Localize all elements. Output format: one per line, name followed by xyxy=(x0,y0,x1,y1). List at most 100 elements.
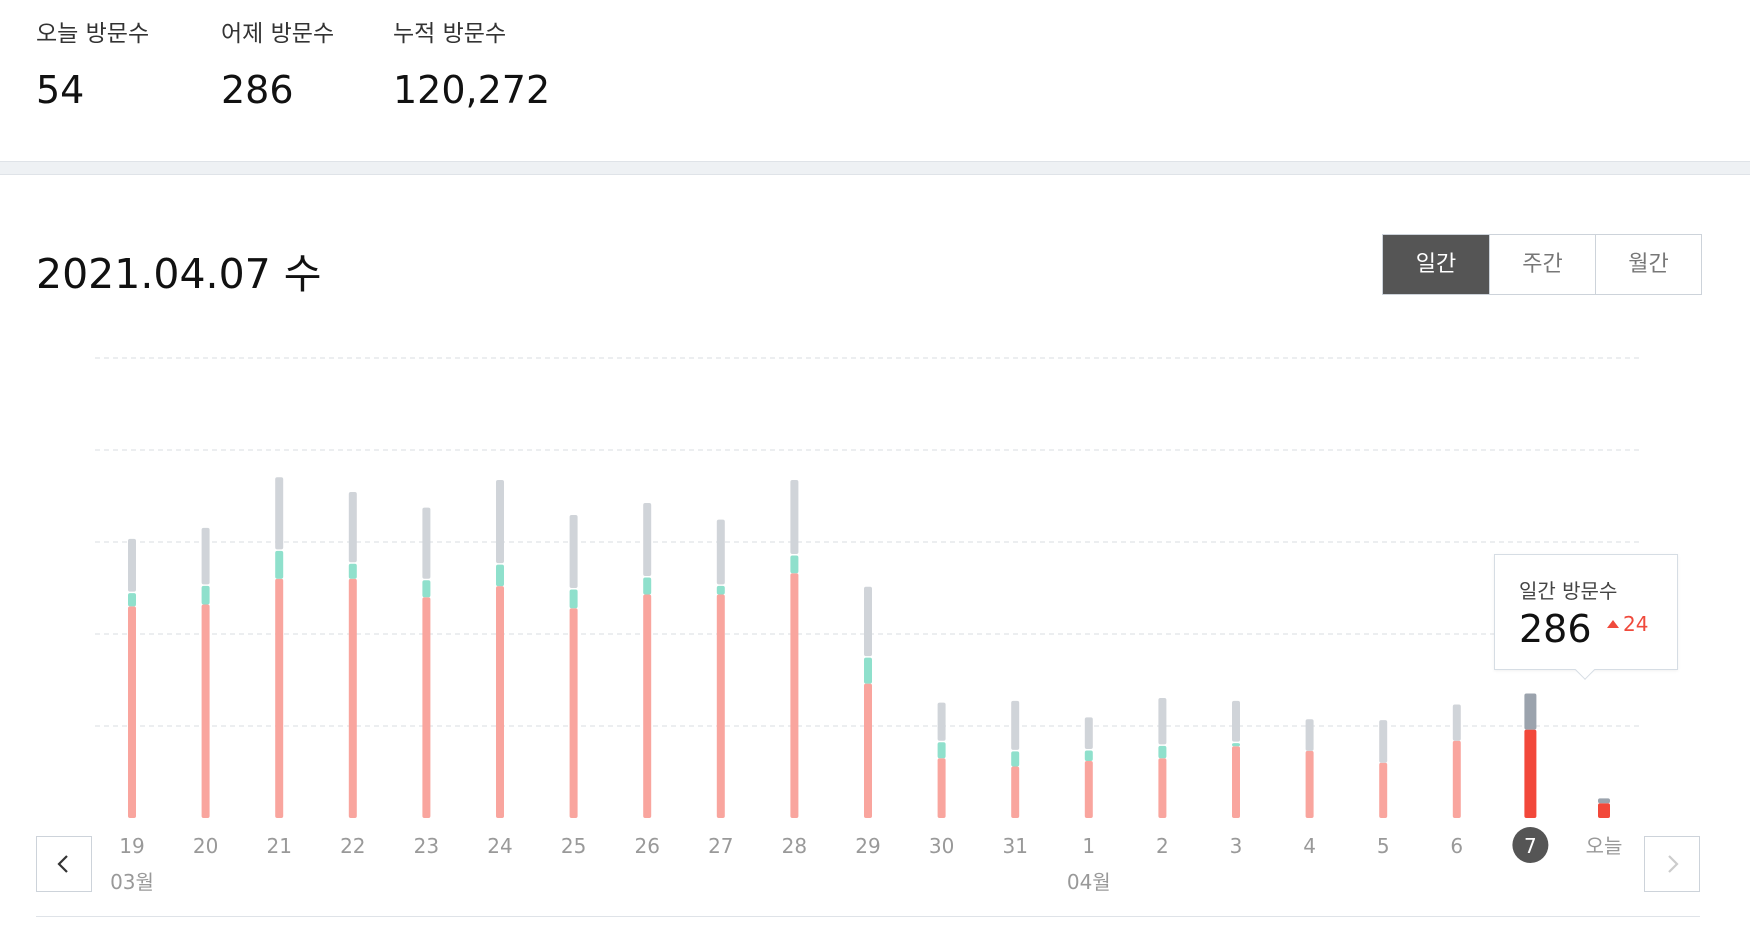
x-tick-label[interactable]: 1 xyxy=(1082,834,1095,858)
bar-segment-red xyxy=(1452,740,1461,818)
bar-segment-red xyxy=(716,594,725,818)
x-tick-label[interactable]: 19 xyxy=(119,834,144,858)
tooltip-label: 일간 방문수 xyxy=(1519,579,1618,603)
bar-segment-gray xyxy=(1598,798,1610,804)
x-tick-label[interactable]: 6 xyxy=(1450,834,1463,858)
bar-segment-teal xyxy=(348,563,357,579)
bar-27[interactable] xyxy=(716,519,725,818)
bar-22[interactable] xyxy=(348,491,357,818)
x-tick-label[interactable]: 4 xyxy=(1303,834,1316,858)
bar-segment-red xyxy=(348,578,357,818)
bar-segment-teal xyxy=(275,550,284,579)
x-tick-label[interactable]: 30 xyxy=(929,834,954,858)
bar-segment-gray xyxy=(275,477,284,550)
bar-29[interactable] xyxy=(864,586,872,818)
today-visits-label: 오늘 방문수 xyxy=(36,21,150,47)
bar-segment-red xyxy=(275,578,284,818)
bar-segment-teal xyxy=(643,577,652,595)
bar-segment-red xyxy=(1158,758,1167,818)
today-visits-stat: 오늘 방문수 54 xyxy=(36,14,171,112)
tab-weekly[interactable]: 주간 xyxy=(1489,235,1595,294)
x-tick-label[interactable]: 20 xyxy=(193,834,218,858)
x-tick-label[interactable]: 24 xyxy=(487,834,512,858)
bar-segment-red xyxy=(1011,766,1020,818)
bar-segment-teal xyxy=(569,589,578,609)
bar-21[interactable] xyxy=(275,477,284,818)
chevron-right-icon xyxy=(1668,855,1679,873)
bar-5[interactable] xyxy=(1379,720,1388,818)
prev-period-button[interactable] xyxy=(36,836,92,892)
x-tick-label[interactable]: 3 xyxy=(1230,834,1243,858)
section-divider xyxy=(0,161,1750,175)
bar-segment-red xyxy=(1084,760,1093,818)
bar-segment-teal xyxy=(937,742,946,759)
bar-segment-gray xyxy=(716,519,725,585)
bar-오늘[interactable] xyxy=(1598,798,1610,818)
bar-segment-gray xyxy=(1084,717,1093,749)
bar-segment-red xyxy=(1598,803,1610,818)
bar-31[interactable] xyxy=(1011,700,1020,818)
bar-segment-gray xyxy=(496,480,504,564)
bar-1[interactable] xyxy=(1084,717,1093,818)
x-tick-label[interactable]: 21 xyxy=(266,834,291,858)
selected-day-marker xyxy=(1512,827,1549,863)
bar-28[interactable] xyxy=(790,480,799,818)
bar-7[interactable] xyxy=(1524,693,1537,818)
total-visits-label: 누적 방문수 xyxy=(393,21,507,47)
x-tick-label[interactable]: 2 xyxy=(1156,834,1169,858)
x-tick-label[interactable]: 25 xyxy=(561,834,586,858)
x-tick-label[interactable]: 31 xyxy=(1002,834,1027,858)
bar-6[interactable] xyxy=(1452,704,1461,819)
bar-segment-red xyxy=(643,594,652,818)
total-visits-stat: 누적 방문수 120,272 xyxy=(393,14,550,112)
bar-segment-gray xyxy=(1158,698,1167,745)
bottom-divider xyxy=(36,916,1700,917)
bar-2[interactable] xyxy=(1158,698,1167,818)
bar-26[interactable] xyxy=(643,503,652,818)
bar-segment-teal xyxy=(1011,751,1020,767)
bar-20[interactable] xyxy=(201,527,210,818)
up-arrow-icon xyxy=(1607,620,1619,628)
x-tick-label[interactable]: 7 xyxy=(1524,834,1537,858)
bar-segment-teal xyxy=(128,593,136,607)
x-tick-label[interactable]: 29 xyxy=(855,834,880,858)
bar-segment-gray xyxy=(1379,720,1388,763)
next-period-button[interactable] xyxy=(1644,836,1700,892)
x-tick-label[interactable]: 오늘 xyxy=(1586,834,1623,858)
tooltip-delta-value: 24 xyxy=(1623,612,1649,636)
bar-segment-gray xyxy=(1524,693,1537,730)
tooltip-delta: 24 xyxy=(1607,612,1648,636)
period-tabs: 일간 주간 월간 xyxy=(1382,234,1702,295)
bar-segment-teal xyxy=(496,564,504,587)
yesterday-visits-value: 286 xyxy=(221,68,294,112)
tab-monthly[interactable]: 월간 xyxy=(1595,235,1701,294)
bar-segment-gray xyxy=(348,491,357,563)
x-tick-label[interactable]: 22 xyxy=(340,834,365,858)
bar-segment-red xyxy=(1524,729,1537,818)
x-tick-label[interactable]: 5 xyxy=(1377,834,1390,858)
bar-23[interactable] xyxy=(422,507,431,818)
chevron-left-icon xyxy=(57,855,68,873)
bar-segment-gray xyxy=(790,480,799,554)
bar-segment-teal xyxy=(790,555,799,574)
bar-24[interactable] xyxy=(496,480,504,818)
bar-segment-red xyxy=(569,608,578,818)
visits-tooltip: 일간 방문수 286 24 xyxy=(1494,554,1678,680)
bar-25[interactable] xyxy=(569,514,578,818)
bar-segment-teal xyxy=(1158,745,1167,759)
bar-4[interactable] xyxy=(1305,719,1314,818)
bar-segment-teal xyxy=(422,580,431,598)
tooltip-value: 286 xyxy=(1519,607,1592,651)
bar-segment-red xyxy=(201,604,210,818)
today-visits-value: 54 xyxy=(36,68,85,112)
bar-segment-gray xyxy=(1305,719,1314,751)
x-tick-label[interactable]: 28 xyxy=(782,834,807,858)
bar-3[interactable] xyxy=(1232,700,1240,818)
x-tick-label[interactable]: 26 xyxy=(634,834,659,858)
bar-19[interactable] xyxy=(128,538,136,818)
x-tick-label[interactable]: 27 xyxy=(708,834,733,858)
bar-segment-gray xyxy=(1232,700,1240,742)
tab-daily[interactable]: 일간 xyxy=(1383,235,1489,294)
bar-30[interactable] xyxy=(937,702,946,818)
x-tick-label[interactable]: 23 xyxy=(414,834,439,858)
